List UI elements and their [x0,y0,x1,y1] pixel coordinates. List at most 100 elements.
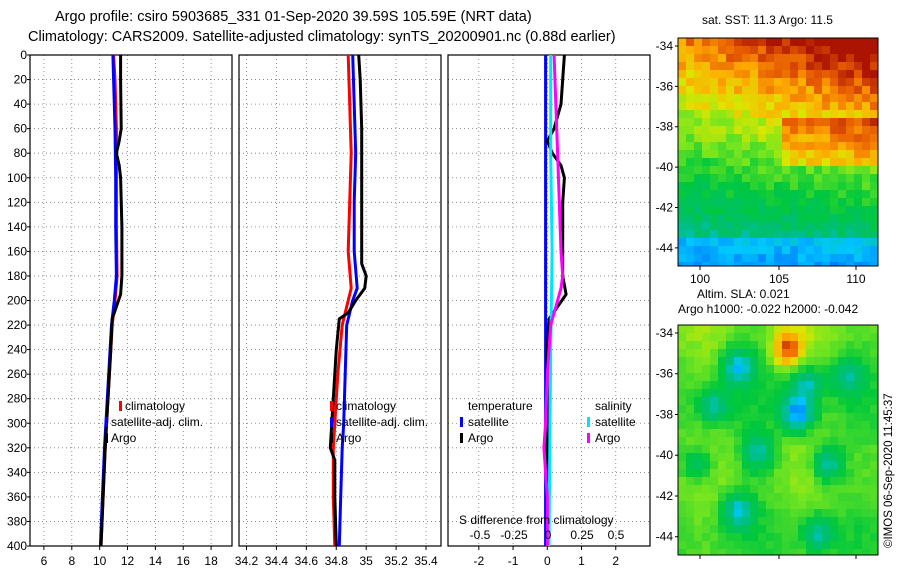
map-cell [790,246,798,254]
map-cell [774,445,782,453]
map-cell [710,46,718,54]
map-cell [758,262,766,266]
lat-tick-label: -40 [656,160,674,174]
map-cell [686,198,694,206]
series-line-climatology [331,54,353,547]
map-cell [814,517,822,525]
lon-tick-label: 110 [846,272,865,286]
map-cell [822,381,830,389]
map-cell [870,405,878,413]
map-cell [870,150,878,158]
map-cell [846,325,854,333]
temperature-profile-panel: 6 8 10 12 14 16 180204060801001201401601802002… [7,48,233,568]
map-cell [718,525,726,533]
s-diff-tick: 0.25 [570,528,594,542]
map-cell [718,373,726,381]
map-cell [862,94,870,102]
map-cell [750,541,758,549]
map-cell [766,517,774,525]
map-cell [782,517,790,525]
map-cell [774,549,782,555]
map-cell [678,150,686,158]
map-cell [814,214,822,222]
map-cell [830,509,838,517]
map-cell [806,333,814,341]
map-cell [774,158,782,166]
map-cell [798,517,806,525]
difference-legend: temperature satellite Argo salinity sate… [459,399,636,542]
map-cell [846,126,854,134]
map-cell [862,238,870,246]
map-cell [766,429,774,437]
map-cell [686,214,694,222]
map-cell [718,86,726,94]
map-cell [862,453,870,461]
map-cell [862,86,870,94]
map-cell [710,373,718,381]
map-cell [734,365,742,373]
map-cell [846,373,854,381]
map-cell [766,357,774,365]
map-cell [830,533,838,541]
map-cell [694,333,702,341]
x-tick-label: 35.4 [414,554,438,568]
map-cell [694,341,702,349]
map-cell [854,477,862,485]
map-cell [710,54,718,62]
map-cell [734,182,742,190]
map-cell [870,325,878,333]
map-cell [806,246,814,254]
map-cell [838,70,846,78]
map-cell [686,158,694,166]
map-cell [806,254,814,262]
map-cell [678,206,686,214]
map-cell [766,341,774,349]
map-cell [726,501,734,509]
map-cell [822,501,830,509]
map-cell [694,46,702,54]
map-cell [822,341,830,349]
map-cell [830,206,838,214]
map-cell [854,150,862,158]
map-cell [702,405,710,413]
y-tick-label: 0 [20,48,27,62]
map-cell [846,421,854,429]
map-cell [718,166,726,174]
map-cell [726,158,734,166]
map-cell [830,341,838,349]
map-cell [870,102,878,110]
map-cell [822,190,830,198]
map-cell [702,86,710,94]
map-cell [846,413,854,421]
map-cell [702,102,710,110]
map-cell [758,126,766,134]
map-cell [710,78,718,86]
x-tick-label: 1 [578,554,585,568]
map-cell [862,445,870,453]
map-cell [806,86,814,94]
map-cell [782,142,790,150]
map-cell [854,214,862,222]
map-cell [710,437,718,445]
map-cell [678,222,686,230]
map-cell [774,150,782,158]
map-cell [774,413,782,421]
map-cell [750,70,758,78]
map-cell [766,397,774,405]
map-cell [758,78,766,86]
map-cell [726,182,734,190]
map-cell [766,549,774,555]
map-cell [734,46,742,54]
map-cell [678,166,686,174]
map-cell [742,254,750,262]
map-cell [718,198,726,206]
map-cell [830,126,838,134]
map-cell [766,333,774,341]
map-cell [702,38,710,46]
y-tick-label: 100 [7,171,27,185]
map-cell [710,142,718,150]
map-cell [758,190,766,198]
map-cell [726,365,734,373]
map-cell [806,54,814,62]
map-cell [838,421,846,429]
